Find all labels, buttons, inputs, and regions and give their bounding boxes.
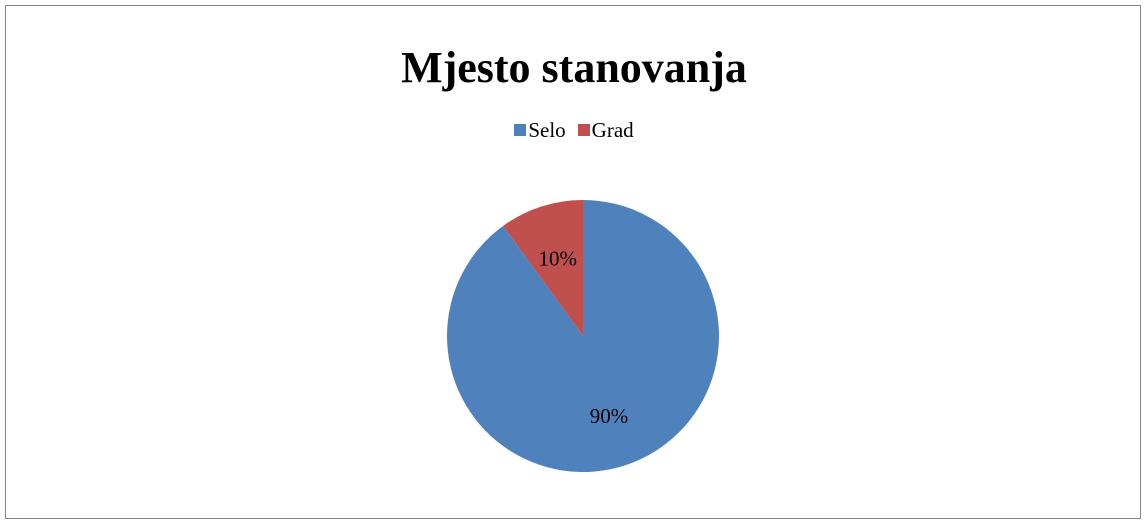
data-label-grad: 10% <box>539 246 578 270</box>
chart-title: Mjesto stanovanja <box>401 43 747 92</box>
legend-label-grad: Grad <box>591 118 634 142</box>
data-label-selo: 90% <box>590 404 629 428</box>
legend-item-grad: Grad <box>577 118 634 142</box>
legend-item-selo: Selo <box>514 118 566 142</box>
legend-swatch-grad <box>577 124 590 136</box>
legend-label-selo: Selo <box>528 118 566 142</box>
legend-swatch-selo <box>514 124 527 136</box>
pie-slice-grad <box>503 200 583 336</box>
pie-chart: 90% 10% <box>446 200 719 472</box>
legend: Selo Grad <box>6 118 1142 142</box>
chart-area: Mjesto stanovanja Selo Grad 90% 10% <box>5 5 1141 519</box>
